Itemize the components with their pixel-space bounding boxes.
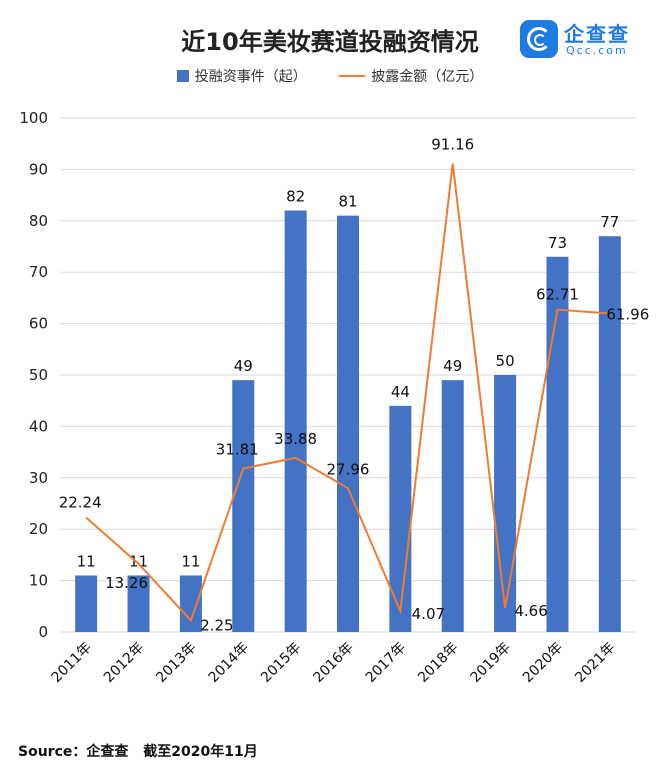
source-label: Source：企查查: [18, 744, 129, 760]
source-date: 截至2020年11月: [143, 744, 258, 760]
x-tick-label: 2012年: [101, 640, 147, 686]
bar-value-label: 49: [234, 357, 253, 375]
y-tick-label: 0: [38, 623, 48, 641]
bar-value-label: 44: [391, 383, 410, 401]
x-tick-label: 2017年: [363, 640, 409, 686]
brand-domain: Qcc.com: [566, 44, 628, 57]
x-tick-label: 2018年: [415, 640, 461, 686]
x-tick-label: 2019年: [468, 640, 514, 686]
line-value-label: 22.24: [59, 494, 102, 512]
bar-value-label: 11: [77, 552, 96, 570]
x-tick-label: 2016年: [310, 640, 356, 686]
bar: [179, 575, 202, 632]
legend-swatch-line: [339, 75, 366, 77]
y-tick-label: 80: [29, 212, 48, 230]
legend-item-line: 披露金额（亿元）: [339, 66, 483, 86]
bar-value-label: 11: [181, 552, 200, 570]
x-tick-label: 2011年: [49, 640, 95, 686]
chart-title: 近10年美妆赛道投融资情况: [181, 28, 479, 56]
line-value-label: 61.96: [606, 306, 649, 324]
line-value-label: 4.07: [412, 605, 445, 623]
line-value-label: 27.96: [327, 460, 370, 478]
bar: [546, 256, 569, 632]
bar-value-label: 50: [496, 352, 515, 370]
bar: [232, 380, 255, 632]
brand-logo: 企查查 Qcc.com: [520, 18, 645, 62]
x-tick-label: 2021年: [572, 640, 618, 686]
line-value-label: 91.16: [431, 135, 474, 153]
bar-value-label: 49: [443, 357, 462, 375]
series-line: [85, 163, 610, 623]
brand-name: 企查查: [564, 22, 630, 46]
line-value-label: 4.66: [514, 602, 547, 620]
bar: [598, 236, 621, 632]
y-tick-label: 70: [29, 263, 48, 281]
chart-legend: 投融资事件（起） 披露金额（亿元）: [0, 66, 660, 86]
legend-label-line: 披露金额（亿元）: [371, 69, 484, 85]
bar: [441, 380, 464, 632]
bar-value-label: 81: [338, 193, 357, 211]
bar: [389, 405, 412, 632]
source-note: Source：企查查 截至2020年11月: [18, 741, 268, 761]
line-value-label: 62.71: [536, 286, 579, 304]
y-tick-label: 40: [29, 417, 48, 435]
bar-value-label: 77: [600, 213, 619, 231]
x-tick-label: 2013年: [153, 640, 199, 686]
legend-label-bars: 投融资事件（起）: [194, 69, 307, 85]
bar-value-label: 73: [548, 234, 567, 252]
bar: [75, 575, 98, 632]
x-tick-label: 2020年: [520, 640, 566, 686]
y-tick-label: 20: [29, 520, 48, 538]
line-value-label: 31.81: [216, 440, 259, 458]
x-tick-label: 2014年: [206, 640, 252, 686]
line-value-label: 13.26: [105, 574, 148, 592]
y-tick-label: 10: [29, 572, 48, 590]
bar: [127, 575, 150, 632]
qcc-logo-icon: [520, 20, 558, 58]
y-tick-label: 100: [19, 109, 48, 127]
line-value-label: 33.88: [274, 430, 317, 448]
bar-value-label: 82: [286, 188, 305, 206]
x-tick-label: 2015年: [258, 640, 304, 686]
bar-value-label: 11: [129, 552, 148, 570]
bar: [337, 215, 359, 632]
y-tick-label: 30: [29, 469, 48, 487]
y-tick-label: 60: [29, 315, 48, 333]
legend-swatch-bars: [176, 70, 189, 82]
line-value-label: 2.25: [200, 616, 233, 634]
bar: [494, 375, 517, 632]
y-tick-label: 50: [29, 366, 48, 384]
bar: [284, 210, 307, 632]
y-tick-label: 90: [29, 160, 48, 178]
legend-item-bars: 投融资事件（起）: [176, 66, 307, 86]
